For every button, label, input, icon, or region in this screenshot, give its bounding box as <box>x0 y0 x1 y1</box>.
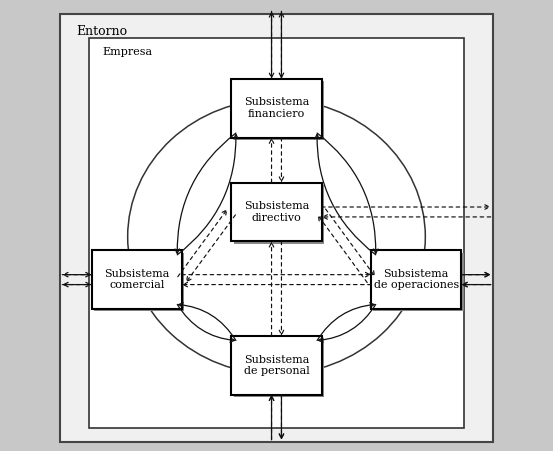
Bar <box>373 253 463 311</box>
Text: Entorno: Entorno <box>76 25 127 38</box>
Text: Subsistema
de personal: Subsistema de personal <box>244 354 309 376</box>
Text: Subsistema
directivo: Subsistema directivo <box>244 201 309 223</box>
Text: Subsistema
financiero: Subsistema financiero <box>244 97 309 119</box>
Bar <box>234 338 324 397</box>
Bar <box>231 183 322 241</box>
Bar <box>234 81 324 140</box>
Text: Empresa: Empresa <box>103 47 153 57</box>
Bar <box>92 250 182 309</box>
Text: Subsistema
de operaciones: Subsistema de operaciones <box>374 269 459 290</box>
Bar <box>231 336 322 395</box>
Bar <box>371 250 461 309</box>
Bar <box>234 185 324 244</box>
Bar <box>231 79 322 138</box>
Bar <box>90 38 463 428</box>
Text: Subsistema
comercial: Subsistema comercial <box>104 269 169 290</box>
Bar <box>94 253 184 311</box>
